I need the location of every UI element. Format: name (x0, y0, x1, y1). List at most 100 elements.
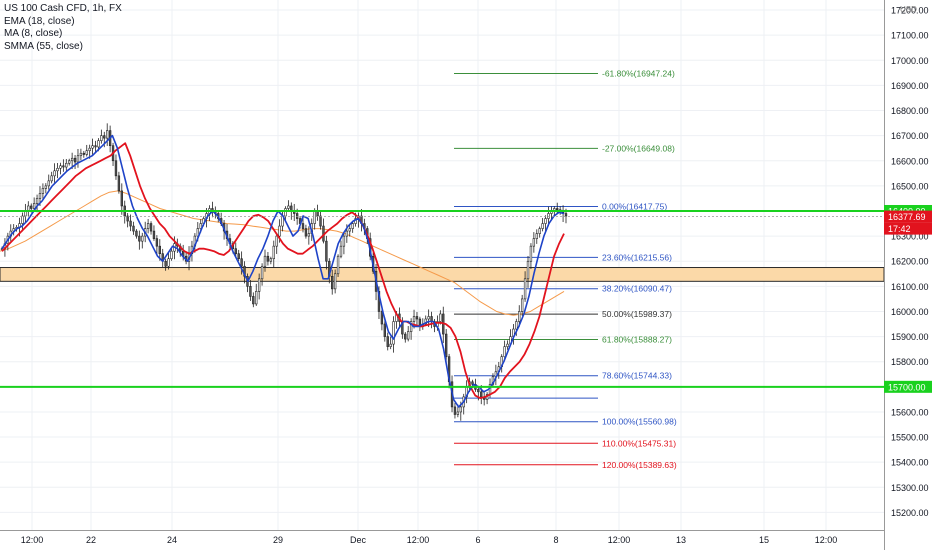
candle-body (304, 228, 308, 237)
candle-body (120, 190, 123, 207)
candle-body (480, 391, 483, 398)
ma-legend[interactable]: MA (8, close) (4, 28, 63, 39)
candle-body (30, 205, 33, 209)
y-tick-label: 16600.00 (891, 156, 929, 166)
candle-body (445, 333, 448, 357)
candle-body (138, 235, 141, 242)
candle-body (345, 230, 349, 237)
candle-body (331, 276, 334, 290)
candle-body (541, 223, 544, 229)
candle-body (106, 130, 109, 139)
candle-body (526, 260, 530, 280)
candle-body (459, 406, 462, 413)
candle-body (85, 150, 88, 155)
candle-body (307, 233, 311, 237)
candle-body (76, 155, 80, 163)
candle-body (325, 240, 328, 262)
candle-body (471, 381, 474, 385)
candle-body (295, 213, 299, 219)
fib-level-label: 61.80%(15888.27) (602, 335, 672, 345)
x-tick-label: 22 (86, 535, 96, 545)
y-tick-label: 15300.00 (891, 483, 929, 493)
symbol-title[interactable]: US 100 Cash CFD, 1h, FX (4, 3, 122, 14)
fib-level-label: 100.00%(15560.98) (602, 417, 677, 427)
y-tick-label: 16300.00 (891, 232, 929, 242)
fib-level-label: 38.20%(16090.47) (602, 284, 672, 294)
y-tick-label: 16000.00 (891, 307, 929, 317)
y-tick-label: 16500.00 (891, 181, 929, 191)
candle-body (114, 160, 118, 177)
candle-body (199, 223, 202, 229)
candle-body (407, 331, 410, 340)
ma-line (1, 134, 565, 408)
candle-body (41, 188, 45, 194)
time-axis[interactable]: 12:00 22 24 29 Dec 12:00 6 8 12:00 13 15 12:00 (0, 530, 884, 546)
candle-body (386, 336, 389, 347)
candle-body (564, 213, 568, 217)
x-tick-label: 12:00 (407, 535, 430, 545)
fib-level-label: 78.60%(15744.33) (602, 371, 672, 381)
candle-body (56, 167, 59, 172)
candle-body (237, 253, 240, 260)
fib-level-label: 120.00%(15389.63) (602, 460, 677, 470)
ma-path (1, 134, 565, 408)
price-axis[interactable]: 15200.00 15300.00 15400.00 15500.00 15600.00… (884, 0, 932, 550)
candle-body (97, 140, 100, 148)
smma-line (0, 190, 565, 316)
candle-body (529, 245, 533, 262)
candle-body (544, 218, 547, 224)
candle-body (266, 255, 270, 262)
price-axis-label-bg (884, 380, 932, 393)
candle-body (170, 250, 173, 260)
candle-body (35, 198, 39, 204)
x-tick-label: 13 (676, 535, 686, 545)
candle-body (339, 245, 343, 257)
smma-legend[interactable]: SMMA (55, close) (4, 40, 83, 52)
candle-body (301, 223, 305, 229)
candle-body (47, 180, 50, 187)
fib-level-label: 50.00%(15989.37) (602, 309, 672, 319)
x-tick-label: 6 (475, 535, 480, 545)
candle-body (272, 245, 275, 260)
candle-body (132, 225, 135, 232)
candle-body (152, 230, 156, 239)
candle-body (240, 258, 243, 267)
x-tick-label: 24 (167, 535, 177, 545)
support-zone (0, 267, 885, 282)
fib-level-label: 110.00%(15475.31) (602, 438, 676, 448)
candle-body (129, 220, 132, 227)
x-tick-label: 12:00 (815, 535, 838, 545)
candle-body (73, 157, 77, 163)
candle-body (21, 215, 24, 224)
candle-body (167, 258, 170, 267)
price-axis-label: 15700.00 (888, 382, 926, 392)
candle-body (383, 323, 386, 337)
candle-body (427, 316, 430, 320)
candle-body (523, 278, 527, 300)
candle-body (82, 152, 86, 155)
candle-body (103, 135, 106, 139)
fib-level-label: 0.00%(16417.75) (602, 202, 667, 212)
price-axis-label: 17:42 (888, 224, 911, 234)
candle-body (155, 238, 159, 247)
y-tick-label: 15900.00 (891, 332, 929, 342)
candle-body (38, 193, 42, 199)
candle-body (234, 248, 237, 254)
candle-body (415, 316, 419, 320)
candle-body (249, 286, 252, 297)
y-tick-label: 15400.00 (891, 458, 929, 468)
candle-body (70, 157, 74, 162)
horizontal-lines[interactable] (0, 209, 884, 388)
candle-body (287, 205, 290, 209)
price-axis-label-bg (884, 210, 932, 223)
candle-body (62, 165, 65, 168)
candle-body (94, 145, 97, 148)
candle-body (333, 273, 337, 290)
candle-body (117, 175, 121, 192)
chart-legend: US 100 Cash CFD, 1h, FX EMA (18, close) … (4, 3, 122, 53)
candle-body (53, 170, 56, 177)
candle-body (409, 321, 413, 332)
ema-legend[interactable]: EMA (18, close) (4, 15, 75, 27)
